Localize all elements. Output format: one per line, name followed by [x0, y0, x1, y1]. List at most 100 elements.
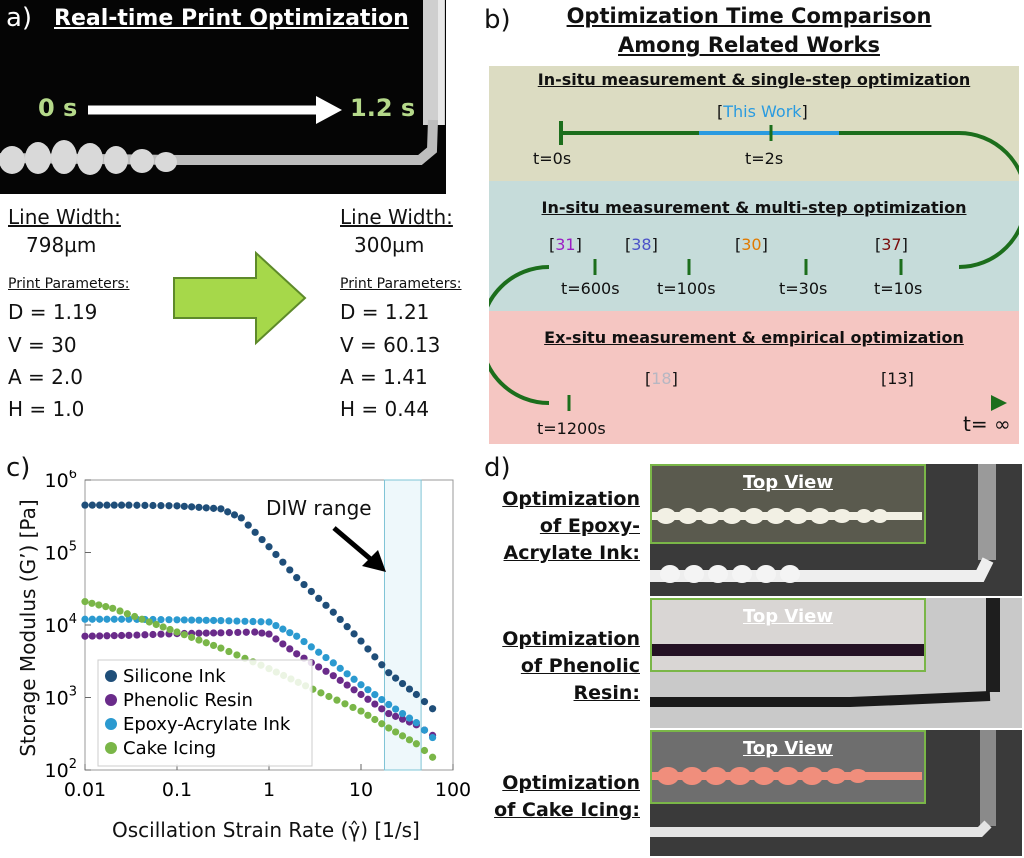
data-point-0: [110, 501, 118, 509]
data-point-1: [133, 631, 141, 639]
label-t10: t=10s: [874, 279, 923, 298]
data-point-2: [217, 616, 225, 625]
data-point-0: [322, 601, 330, 609]
data-point-2: [371, 691, 379, 699]
bracket-open: [: [881, 369, 888, 388]
data-point-0: [357, 637, 365, 645]
data-point-1: [371, 700, 379, 708]
data-point-1: [279, 640, 287, 648]
top-view-label: Top View: [742, 472, 834, 493]
data-point-3: [333, 696, 341, 704]
improvement-arrow-icon: [173, 250, 307, 346]
this-work-ref: [This Work]: [717, 102, 808, 121]
data-point-2: [165, 616, 173, 624]
data-point-0: [398, 679, 407, 688]
panel-b-label: b): [484, 5, 511, 35]
ref-31: [31]: [549, 235, 582, 254]
printed-line: [0, 119, 438, 166]
x-tick-label: 0.1: [162, 779, 192, 801]
label-line: Optimization: [502, 628, 640, 650]
data-point-2: [279, 625, 287, 633]
top-strand: [652, 508, 922, 524]
green-arrow-shape: [173, 250, 307, 346]
data-point-1: [392, 712, 400, 720]
data-point-0: [209, 504, 218, 512]
data-point-2: [195, 616, 203, 624]
data-point-3: [317, 689, 325, 697]
ref-13: [13]: [881, 369, 914, 388]
data-point-1: [286, 645, 294, 653]
label-t100: t=100s: [657, 279, 716, 298]
icing-side-svg: [650, 730, 996, 837]
data-point-2: [157, 616, 165, 624]
data-point-0: [371, 653, 379, 661]
data-point-3: [159, 623, 167, 631]
bracket-close: ]: [651, 235, 658, 254]
data-point-0: [165, 502, 173, 510]
label-t2: t=2s: [745, 149, 784, 168]
legend-label: Epoxy-Acrylate Ink: [123, 714, 291, 735]
data-point-3: [95, 601, 103, 609]
bracket-close: ]: [671, 369, 678, 388]
legend-box: [97, 659, 313, 767]
data-point-3: [102, 603, 110, 611]
data-point-3: [145, 618, 153, 626]
data-point-0: [279, 558, 287, 566]
data-point-0: [230, 511, 239, 519]
data-point-3: [109, 604, 117, 612]
label-line: Resin:: [573, 682, 640, 704]
data-point-0: [125, 501, 133, 509]
data-point-3: [392, 728, 400, 736]
epoxy-top-svg: [652, 508, 922, 524]
data-point-1: [195, 629, 203, 637]
data-point-1: [141, 631, 149, 639]
data-point-0: [405, 685, 414, 693]
data-point-1: [81, 632, 89, 640]
bracket-open: [: [625, 235, 632, 254]
bracket-open: [: [645, 369, 652, 388]
data-point-1: [251, 628, 259, 636]
bracket-open: [: [717, 102, 724, 121]
data-point-3: [195, 636, 203, 644]
data-point-3: [412, 740, 420, 748]
data-point-0: [224, 508, 232, 516]
legend-marker: [105, 742, 117, 754]
data-point-0: [286, 566, 294, 574]
data-point-1: [125, 631, 133, 639]
y-tick-label: 105: [45, 540, 77, 565]
ref-30: [30]: [735, 235, 768, 254]
data-point-0: [315, 594, 323, 602]
timeline-curve-right: [839, 131, 1019, 269]
data-point-3: [385, 724, 393, 732]
icing-top-view: Top View: [650, 730, 926, 804]
data-point-3: [233, 651, 241, 659]
data-point-2: [357, 681, 365, 689]
band-multi-step: [489, 181, 1019, 311]
data-point-2: [125, 615, 133, 623]
data-point-3: [398, 732, 407, 740]
bracket-open: [: [875, 235, 882, 254]
this-work-text: This Work: [723, 102, 802, 121]
data-point-1: [242, 628, 250, 636]
data-point-2: [428, 733, 437, 742]
data-point-2: [307, 643, 315, 651]
after-line-width-label: Line Width:: [340, 205, 453, 229]
data-point-1: [96, 632, 104, 640]
data-point-2: [241, 617, 249, 625]
data-point-0: [258, 535, 266, 544]
data-point-0: [378, 661, 386, 669]
data-point-2: [343, 670, 351, 678]
data-point-0: [195, 503, 203, 511]
row1-label: Optimization of Epoxy- Acrylate Ink:: [488, 486, 640, 567]
data-point-2: [265, 618, 273, 626]
diw-arrow-head: [362, 550, 386, 572]
bracket-open: [: [549, 235, 556, 254]
data-point-1: [272, 635, 280, 643]
data-point-1: [217, 629, 225, 637]
y-ticks: 102 103 104 105 106: [45, 470, 91, 782]
data-point-0: [265, 543, 273, 551]
data-point-0: [428, 705, 437, 713]
data-point-0: [251, 528, 259, 536]
data-point-3: [188, 633, 196, 641]
panel-d-label: d): [484, 453, 511, 483]
